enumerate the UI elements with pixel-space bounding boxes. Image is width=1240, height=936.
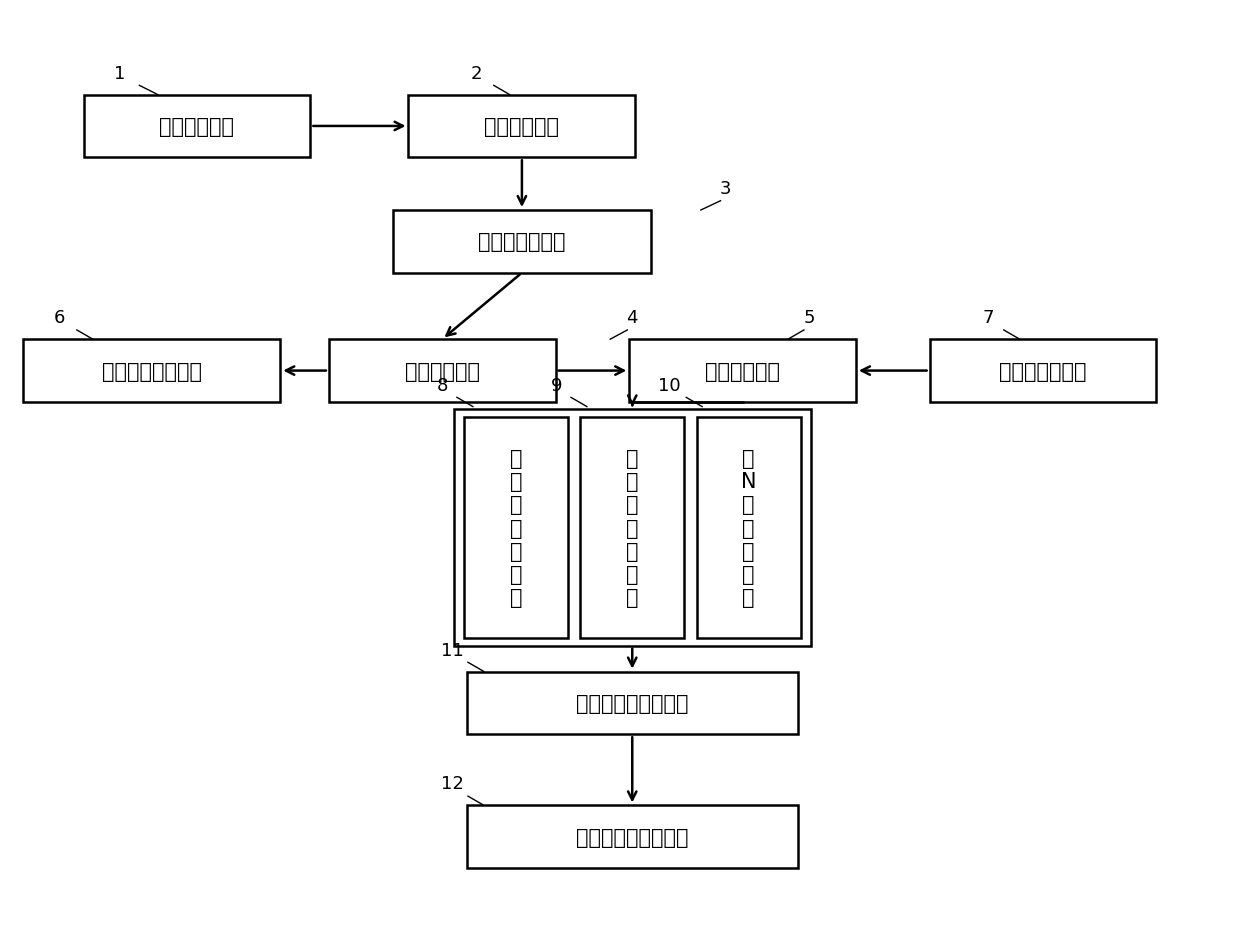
Bar <box>329 340 556 402</box>
Text: 分布式数据处理系统: 分布式数据处理系统 <box>577 826 688 847</box>
Bar <box>930 340 1157 402</box>
Text: 第
N
发
送
服
务
器: 第 N 发 送 服 务 器 <box>742 448 756 607</box>
Text: 数据传输单元: 数据传输单元 <box>485 117 559 137</box>
Text: 数据分类单元: 数据分类单元 <box>706 361 780 381</box>
Text: 错误信息存储单元: 错误信息存储单元 <box>102 361 202 381</box>
Bar <box>580 417 684 638</box>
Text: 12: 12 <box>440 775 464 793</box>
Text: 10: 10 <box>657 376 681 394</box>
Text: 第
一
发
送
服
务
器: 第 一 发 送 服 务 器 <box>510 448 522 607</box>
Bar <box>464 417 568 638</box>
Text: 数据自定义单元: 数据自定义单元 <box>999 361 1086 381</box>
Bar <box>454 410 811 646</box>
Text: 4: 4 <box>626 309 639 327</box>
Text: 7: 7 <box>982 309 993 327</box>
Text: 数据输入单元: 数据输入单元 <box>160 117 234 137</box>
Text: 数据分析单元: 数据分析单元 <box>404 361 480 381</box>
Text: 6: 6 <box>55 309 66 327</box>
Text: 8: 8 <box>436 376 448 394</box>
Text: 1: 1 <box>114 65 125 82</box>
Text: 数据接收服务器: 数据接收服务器 <box>479 232 565 252</box>
Text: 11: 11 <box>440 641 464 659</box>
Bar <box>22 340 280 402</box>
Text: 第
二
发
送
服
务
器: 第 二 发 送 服 务 器 <box>626 448 639 607</box>
Text: 9: 9 <box>551 376 562 394</box>
Bar <box>408 95 635 158</box>
Bar <box>466 806 797 869</box>
Bar <box>393 211 651 273</box>
Bar <box>629 340 856 402</box>
Bar <box>697 417 801 638</box>
Text: 分布式数据接收单元: 分布式数据接收单元 <box>577 694 688 713</box>
Text: 5: 5 <box>804 309 815 327</box>
Bar <box>83 95 310 158</box>
Text: 2: 2 <box>471 65 482 82</box>
Bar <box>466 672 797 735</box>
Text: 3: 3 <box>719 180 732 197</box>
